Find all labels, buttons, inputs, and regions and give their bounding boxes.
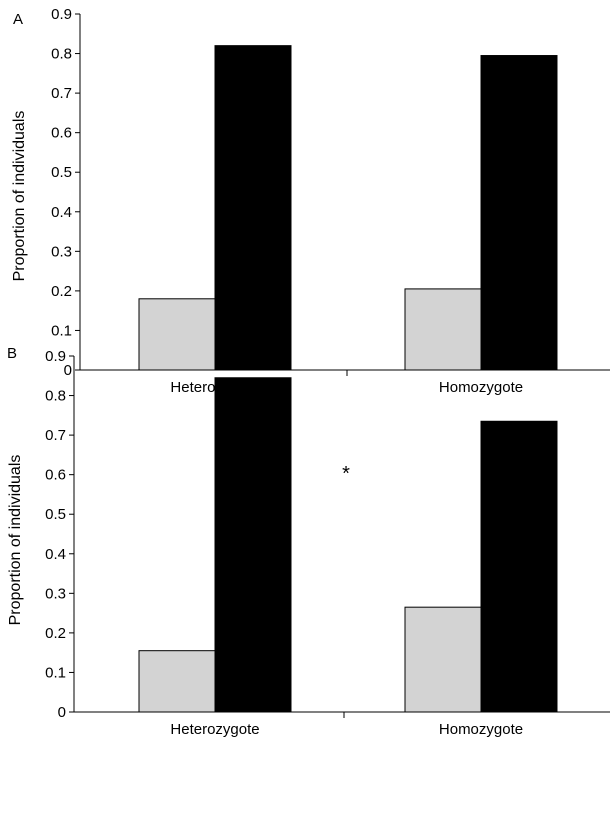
bar-heterozygote-2 bbox=[214, 377, 292, 713]
bar-homozygote-1 bbox=[404, 606, 482, 713]
bar-heterozygote-2 bbox=[214, 45, 292, 371]
y-tick-label: 0.2 bbox=[51, 283, 72, 300]
y-tick-label: 0.7 bbox=[51, 85, 72, 102]
y-tick-label: 0.6 bbox=[51, 125, 72, 142]
bar-heterozygote-1 bbox=[138, 298, 216, 371]
y-tick-label: 0.9 bbox=[45, 348, 66, 365]
y-axis-label: Proportion of individuals bbox=[11, 111, 28, 282]
y-tick-label: 0.1 bbox=[51, 322, 72, 339]
y-axis-label: Proportion of individuals bbox=[7, 455, 24, 626]
bar-homozygote-2 bbox=[480, 420, 558, 713]
y-tick-label: 0.5 bbox=[51, 164, 72, 181]
y-tick-label: 0.7 bbox=[45, 427, 66, 444]
bar-homozygote-2 bbox=[480, 55, 558, 371]
x-tick-label: Heterozygote bbox=[170, 721, 259, 738]
bar-heterozygote-1 bbox=[138, 650, 216, 713]
x-tick-label: Homozygote bbox=[439, 721, 523, 738]
y-tick-label: 0 bbox=[58, 704, 66, 721]
chart-panel-b: B 0 0.1 0.2 0.3 0.4 0.5 0.6 0.7 0.8 0.9 Proportion … bbox=[7, 345, 610, 738]
bar-homozygote-1 bbox=[404, 288, 482, 371]
y-tick-label: 0.4 bbox=[51, 204, 72, 221]
y-tick-label: 0.1 bbox=[45, 664, 66, 681]
y-tick-label: 0.3 bbox=[45, 585, 66, 602]
chart-panel-a: A 0 0.1 0.2 0.3 0.4 0.5 0.6 0.7 0.8 0.9 Proportion … bbox=[11, 6, 610, 396]
y-tick-label: 0.3 bbox=[51, 243, 72, 260]
y-tick-label: 0.8 bbox=[45, 388, 66, 405]
y-tick-label: 0.5 bbox=[45, 506, 66, 523]
significance-annotation: * bbox=[342, 463, 350, 485]
panel-label: B bbox=[7, 345, 17, 362]
y-tick-label: 0.9 bbox=[51, 6, 72, 23]
y-tick-label: 0.6 bbox=[45, 467, 66, 484]
panel-label: A bbox=[13, 11, 23, 28]
x-tick-label: Homozygote bbox=[439, 379, 523, 396]
y-tick-label: 0 bbox=[64, 362, 72, 379]
y-tick-label: 0.4 bbox=[45, 546, 66, 563]
y-tick-label: 0.8 bbox=[51, 46, 72, 63]
y-tick-label: 0.2 bbox=[45, 625, 66, 642]
